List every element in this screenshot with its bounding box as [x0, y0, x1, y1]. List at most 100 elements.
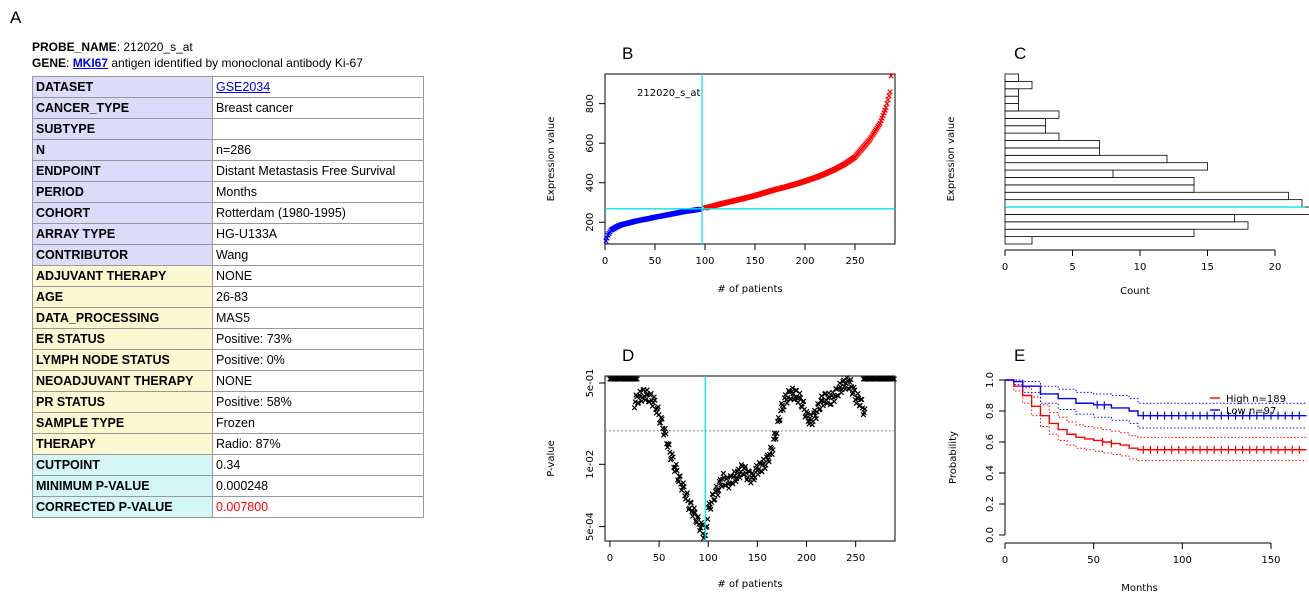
legend-label-low: Low n=97	[1226, 406, 1276, 417]
data-point	[720, 470, 727, 477]
data-point	[713, 483, 720, 490]
data-point	[711, 496, 718, 503]
ci-lower	[1005, 379, 1307, 429]
info-row: DATA_PROCESSING MAS5	[32, 307, 424, 329]
data-point	[684, 490, 690, 496]
histogram-bar	[1004, 73, 1019, 82]
histogram-bar	[1004, 228, 1195, 238]
data-point	[796, 390, 803, 397]
info-value: Wang	[212, 244, 424, 266]
data-point	[691, 505, 697, 511]
data-point	[695, 514, 701, 520]
band-point	[634, 376, 640, 382]
y-tick-label: 200	[585, 213, 596, 232]
panel-letter-b: B	[622, 44, 634, 63]
probe-line: PROBE_NAME: 212020_s_at	[32, 40, 193, 54]
data-point	[848, 376, 854, 383]
x-tick-label: 0	[602, 256, 608, 267]
info-key: ENDPOINT	[32, 160, 213, 182]
data-point	[840, 377, 847, 383]
data-point	[773, 436, 779, 442]
info-key: NEOADJUVANT THERAPY	[32, 370, 213, 392]
dataset-link[interactable]: GSE2034	[216, 80, 271, 94]
info-row: AGE 26-83	[32, 286, 424, 308]
dataset-info-table: DATASET GSE2034 CANCER_TYPE Breast cancer SU…	[32, 76, 424, 518]
data-point	[670, 454, 676, 460]
y-tick-label: 0.8	[985, 403, 996, 419]
data-point	[820, 402, 826, 409]
y-tick-label: 5e-01	[585, 369, 596, 398]
gene-label: GENE	[32, 56, 67, 70]
data-point	[604, 235, 610, 241]
probe-label: PROBE_NAME	[32, 40, 117, 54]
data-point	[681, 484, 687, 490]
info-value: n=286	[212, 139, 424, 161]
data-point	[766, 458, 772, 465]
histogram-bar	[1004, 206, 1309, 215]
x-tick-label: 200	[795, 256, 814, 267]
info-key: MINIMUM P-VALUE	[32, 475, 213, 497]
panel-letter-c: C	[1014, 44, 1027, 63]
histogram-bar	[1004, 162, 1208, 171]
info-key: DATA_PROCESSING	[32, 307, 213, 329]
data-point	[746, 469, 753, 475]
chart-d-pvalue-scatter: 0 50 100 150 200 250 5e-04 1e-02 5e-01 # of patie…	[546, 369, 897, 590]
info-key: CONTRIBUTOR	[32, 244, 213, 266]
info-key: PERIOD	[32, 181, 213, 203]
histogram-bar	[1004, 236, 1033, 245]
x-tick-label: 250	[845, 256, 864, 267]
data-point	[659, 416, 665, 422]
data-point	[631, 405, 638, 411]
data-point	[637, 388, 643, 394]
data-point	[818, 393, 825, 399]
chart-e-km-curves: 0 50 100 150 0.0 0.2 0.4 0.6 0.8 1.0 Months Probabi…	[948, 372, 1307, 594]
data-point	[699, 522, 705, 528]
x-tick-label: 100	[1173, 555, 1192, 566]
x-tick-label: 250	[846, 553, 865, 564]
y-tick-label: 400	[585, 173, 596, 192]
histogram-bar	[1004, 154, 1168, 164]
info-value: HG-U133A	[212, 223, 424, 245]
histogram-bar	[1004, 169, 1114, 178]
data-point	[885, 96, 891, 103]
info-value: 26-83	[212, 286, 424, 308]
data-point	[807, 411, 814, 418]
gene-symbol-link[interactable]: MKI67	[72, 56, 109, 70]
y-tick-label: 600	[585, 134, 596, 153]
info-value[interactable]: GSE2034	[212, 76, 424, 98]
panel-letter-d: D	[622, 346, 635, 365]
info-row: COHORT Rotterdam (1980-1995)	[32, 202, 424, 224]
data-point	[804, 410, 811, 417]
data-point	[657, 420, 664, 426]
info-row: ARRAY TYPE HG-U133A	[32, 223, 424, 245]
info-row: SAMPLE TYPE Frozen	[32, 412, 424, 434]
data-point	[884, 100, 890, 107]
histogram-bar	[1004, 221, 1249, 230]
data-point	[886, 93, 892, 99]
x-tick-label: 100	[695, 256, 714, 267]
gene-description: antigen identified by monoclonal antibod…	[111, 56, 363, 70]
y-tick-label: 0.4	[985, 465, 996, 481]
histogram-bar	[1004, 80, 1033, 90]
data-point	[690, 509, 697, 515]
info-value: Frozen	[212, 412, 424, 434]
data-point	[784, 400, 790, 406]
info-value: NONE	[212, 370, 424, 392]
info-key: COHORT	[32, 202, 213, 224]
data-point	[818, 397, 824, 404]
survival-curve	[1005, 379, 1307, 417]
data-point	[680, 480, 686, 486]
info-value: Radio: 87%	[212, 433, 424, 455]
x-tick-label: 150	[748, 553, 767, 564]
data-point	[715, 492, 721, 498]
data-point	[674, 467, 680, 474]
data-point	[837, 384, 844, 390]
data-point	[714, 487, 720, 494]
data-point	[673, 461, 679, 468]
info-row: NEOADJUVANT THERAPY NONE	[32, 370, 424, 392]
data-point	[652, 397, 658, 403]
chart-b-expression-scatter: 0 50 100 150 200 250 200 400 600 800 # of patients…	[546, 73, 896, 295]
probe-annotation: 212020_s_at	[637, 88, 701, 99]
y-tick-label: 5e-04	[585, 512, 596, 541]
